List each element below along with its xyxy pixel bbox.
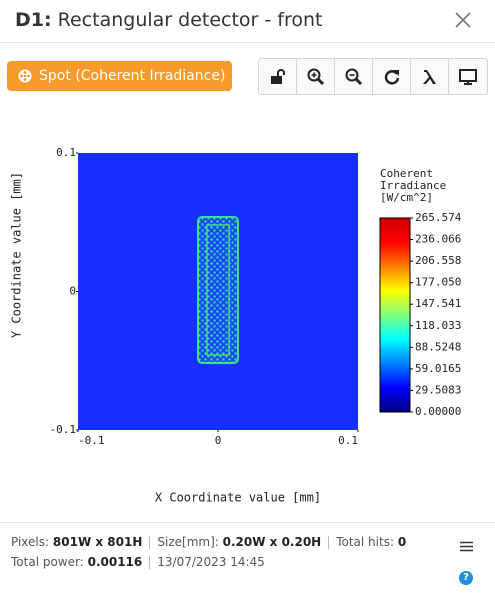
colorbar-tick-label: 147.541 [415, 297, 461, 310]
colorbar-tick-label: 236.066 [415, 233, 461, 246]
status-item: Total hits: 0 [328, 536, 413, 549]
colorbar-tick-label: 177.050 [415, 276, 461, 289]
display-mode-label: Spot (Coherent Irradiance) [39, 68, 226, 84]
detector-name: Rectangular detector - front [57, 9, 323, 31]
colorbar-tick-label: 59.0165 [415, 362, 461, 375]
help-button[interactable]: ? [459, 571, 473, 585]
x-axis-title: X Coordinate value [mm] [155, 491, 321, 505]
window-title: D1: Rectangular detector - front [15, 9, 323, 31]
status-value: 13/07/2023 14:45 [157, 555, 265, 569]
x-tick-label: -0.1 [78, 434, 105, 447]
colorbar-title: Irradiance [380, 179, 446, 192]
status-row: Pixels: 801W x 801H Size[mm]: 0.20W x 0.2… [11, 535, 428, 549]
zoom-in-button[interactable] [297, 59, 335, 94]
status-item: 13/07/2023 14:45 [149, 556, 272, 569]
refresh-button[interactable] [373, 59, 411, 94]
colorbar [379, 217, 411, 413]
wavelength-button[interactable] [411, 59, 449, 94]
menu-button[interactable] [460, 541, 473, 552]
y-tick-label: 0.1 [56, 146, 76, 159]
status-item: Size[mm]: 0.20W x 0.20H [149, 536, 328, 549]
status-label: Total power: [11, 555, 84, 569]
status-bar: ? Pixels: 801W x 801H Size[mm]: 0.20W x 0… [0, 522, 495, 596]
display-button[interactable] [449, 59, 487, 94]
status-label: Size[mm]: [157, 535, 219, 549]
window-header: D1: Rectangular detector - front [0, 0, 495, 43]
status-item: Pixels: 801W x 801H [11, 536, 149, 549]
spot-icon [18, 69, 32, 83]
status-value: 0 [397, 535, 407, 549]
colorbar-tick-label: 29.5083 [415, 383, 461, 396]
status-row: Total power: 0.00116 13/07/2023 14:45 [11, 555, 272, 569]
colorbar-tick-label: 0.00000 [415, 405, 461, 418]
status-value: 0.20W x 0.20H [222, 535, 322, 549]
status-value: 0.00116 [87, 555, 143, 569]
hot-region [197, 216, 239, 364]
colorbar-tick-label: 88.5248 [415, 340, 461, 353]
status-value: 801W x 801H [52, 535, 143, 549]
y-tick-label: -0.1 [50, 423, 77, 436]
colorbar-tick-label: 206.558 [415, 254, 461, 267]
status-label: Pixels: [11, 535, 50, 549]
y-axis-title: Y Coordinate value [mm] [10, 172, 24, 338]
tool-group [258, 58, 488, 95]
hot-region-core [206, 224, 230, 356]
colorbar-tick-label: 265.574 [415, 211, 462, 224]
x-tick-label: 0.1 [338, 434, 358, 447]
lock-button[interactable] [259, 59, 297, 94]
close-button[interactable] [454, 11, 472, 29]
colorbar-title: Coherent [380, 167, 433, 180]
display-mode-button[interactable]: Spot (Coherent Irradiance) [7, 61, 232, 91]
status-item: Total power: 0.00116 [11, 556, 149, 569]
zoom-out-button[interactable] [335, 59, 373, 94]
status-label: Total hits: [336, 535, 394, 549]
y-tick-label: 0 [69, 285, 76, 298]
colorbar-tick-label: 118.033 [415, 319, 461, 332]
colorbar-title: [W/cm^2] [380, 191, 433, 204]
x-tick-label: 0 [215, 434, 222, 447]
chart: -0.1 0 0.1 -0.1 0 0.1 X Coordinate value [mm] Y… [10, 146, 462, 505]
detector-id: D1: [15, 9, 52, 31]
